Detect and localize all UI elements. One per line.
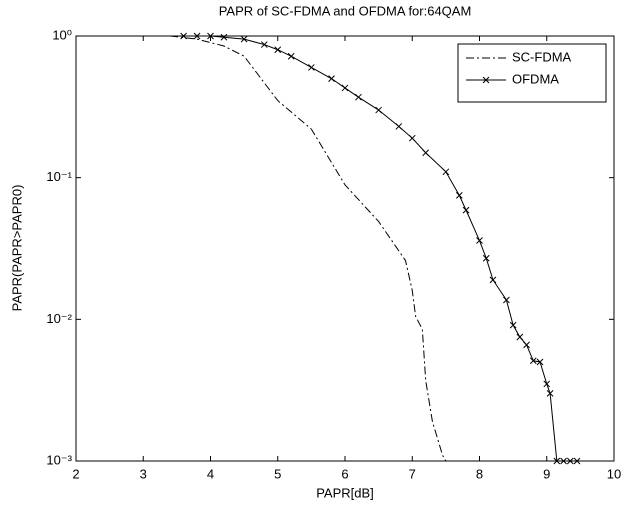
marker [442, 168, 450, 176]
marker [523, 341, 530, 349]
marker [260, 41, 268, 48]
marker [566, 457, 574, 465]
marker [408, 134, 416, 142]
marker [462, 206, 470, 214]
x-tick-label: 3 [140, 466, 147, 481]
marker [207, 32, 214, 40]
marker [573, 457, 581, 465]
plot-area [75, 35, 615, 462]
marker [529, 357, 537, 365]
marker [560, 457, 567, 465]
y-tick-label: 10⁻³ [46, 452, 72, 467]
marker [536, 358, 544, 366]
x-tick-label: 6 [341, 466, 348, 481]
marker [546, 390, 554, 397]
marker [553, 457, 561, 465]
x-axis-label: PAPR[dB] [316, 485, 374, 500]
marker [489, 276, 497, 284]
x-tick-label: 2 [72, 466, 79, 481]
chart-title: PAPR of SC-FDMA and OFDMA for:64QAM [219, 3, 472, 18]
marker [274, 46, 282, 54]
marker [355, 93, 362, 101]
x-tick-label: 7 [409, 466, 416, 481]
legend-label: SC-FDMA [512, 49, 572, 64]
x-tick-label: 8 [476, 466, 483, 481]
legend-box [457, 43, 607, 103]
legend-label: OFDMA [512, 71, 559, 86]
y-axis-label: PAPR(PAPR>PAPR0) [9, 185, 24, 312]
marker [422, 149, 430, 157]
marker [455, 192, 463, 199]
x-tick-label: 4 [207, 466, 214, 481]
x-tick-label: 5 [274, 466, 281, 481]
marker [308, 64, 315, 71]
legend-marker [482, 76, 490, 84]
marker [482, 254, 490, 262]
marker [476, 237, 483, 244]
marker [509, 321, 517, 329]
y-tick-label: 10⁻² [46, 311, 72, 326]
marker [375, 106, 382, 114]
marker [341, 84, 349, 92]
marker [240, 35, 248, 43]
marker [395, 123, 403, 130]
series-line [183, 35, 578, 462]
marker [180, 32, 187, 40]
x-tick-label: 10 [607, 466, 621, 481]
series-line [170, 35, 460, 462]
marker [503, 296, 510, 304]
y-tick-label: 10⁰ [52, 27, 72, 42]
marker [516, 333, 524, 341]
y-tick-label: 10⁻¹ [46, 169, 72, 184]
marker [543, 380, 551, 388]
marker [220, 33, 228, 41]
marker [193, 32, 201, 40]
x-tick-label: 9 [543, 466, 550, 481]
marker [328, 75, 335, 82]
marker [287, 52, 295, 60]
